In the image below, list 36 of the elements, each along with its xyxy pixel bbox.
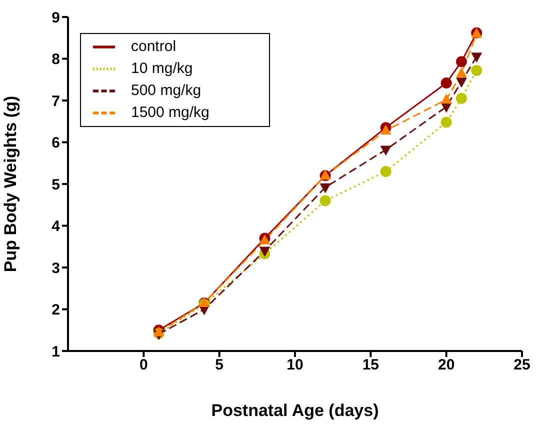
y-tick-label: 3 [52,260,60,277]
y-tick-label: 1 [52,343,60,360]
point [456,78,467,88]
legend-label: 1500 mg/kg [131,104,210,121]
point [320,195,331,206]
x-tick-label: 25 [514,356,530,374]
point [320,183,331,194]
legend-label: 10 mg/kg [131,60,193,77]
x-tick-label: 10 [286,356,304,374]
y-tick-label: 2 [52,302,60,319]
y-tick-label: 6 [52,134,60,152]
x-tick-label: 0 [139,356,148,374]
y-tick-label: 7 [52,92,60,110]
legend-label: 500 mg/kg [131,82,202,99]
legend-label: control [131,38,176,55]
x-tick-label: 20 [438,356,455,374]
point [440,116,452,128]
point [456,67,467,78]
y-tick-label: 8 [52,51,60,68]
point [456,92,467,104]
point [380,146,392,156]
point [259,246,270,257]
point [471,64,482,76]
y-tick-label: 9 [52,9,60,26]
y-tick-label: 5 [52,176,60,194]
x-axis-title: Postnatal Age (days) [211,401,379,420]
point [380,124,392,135]
point [380,166,392,177]
x-tick-label: 15 [362,356,380,374]
y-tick-label: 4 [52,218,61,236]
point [440,77,452,88]
point [440,94,452,104]
point [456,56,467,68]
y-axis-title: Pup Body Weights (g) [1,96,20,272]
point [471,52,482,63]
x-tick-label: 5 [215,356,224,374]
